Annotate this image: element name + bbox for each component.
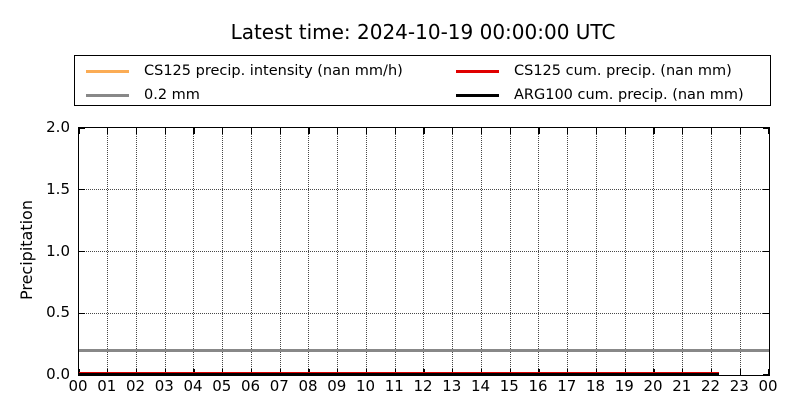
x-tick-label: 16 (528, 377, 548, 395)
x-tick-mark (365, 128, 368, 134)
x-tick-label: 09 (327, 377, 347, 395)
x-tick-mark (739, 128, 741, 134)
x-tick-label: 04 (183, 377, 203, 395)
chart-title: Latest time: 2024-10-19 00:00:00 UTC (230, 20, 616, 44)
x-tick-label: 00 (68, 377, 88, 395)
x-tick-mark (509, 128, 511, 134)
x-tick-label: 06 (240, 377, 261, 395)
x-tick-label: 02 (125, 377, 146, 395)
x-tick-label: 01 (97, 377, 117, 395)
y-tick-label: 2.0 (46, 118, 70, 136)
y-tick-mark (763, 374, 769, 376)
x-tick-label: 21 (672, 377, 692, 395)
x-tick-label: 05 (212, 377, 232, 395)
y-tick-mark (763, 189, 769, 191)
x-tick-mark (164, 128, 166, 134)
x-tick-mark (193, 128, 195, 134)
legend-line-sample-black-icon (456, 93, 499, 97)
x-tick-label: 12 (413, 377, 433, 395)
legend-item-cs125-intensity: CS125 precip. intensity (nan mm/h) (86, 59, 403, 83)
x-tick-mark (423, 128, 425, 134)
x-tick-label: 15 (499, 377, 519, 395)
x-tick-label: 23 (729, 377, 749, 395)
gridline-horizontal (79, 312, 769, 314)
x-tick-label: 20 (643, 377, 663, 395)
x-tick-label: 00 (758, 377, 778, 395)
series-line-arg100-cum-precip-nan-mm- (79, 373, 719, 376)
y-tick-label: 0.5 (46, 303, 70, 322)
x-tick-mark (768, 128, 770, 134)
y-tick-mark (763, 312, 769, 314)
x-tick-label: 10 (355, 377, 376, 395)
y-tick-mark (763, 127, 769, 129)
gridline-horizontal (79, 189, 769, 190)
x-tick-mark (135, 128, 138, 134)
x-tick-mark (480, 128, 483, 134)
y-tick-label: 1.5 (46, 179, 70, 198)
legend-item-threshold-02mm: 0.2 mm (86, 83, 200, 107)
legend: CS125 precip. intensity (nan mm/h) 0.2 m… (74, 55, 771, 106)
legend-item-label: ARG100 cum. precip. (nan mm) (514, 87, 744, 103)
x-tick-label: 03 (154, 377, 174, 395)
x-tick-label: 07 (269, 377, 289, 395)
y-tick-label: 1.0 (46, 241, 70, 260)
x-tick-mark (250, 128, 253, 134)
x-tick-mark (394, 128, 396, 134)
x-tick-mark (337, 128, 339, 134)
x-tick-mark (452, 128, 454, 134)
y-tick-mark (79, 250, 85, 253)
x-tick-mark (222, 128, 224, 134)
x-tick-mark (279, 128, 281, 134)
x-tick-mark (624, 128, 626, 134)
x-tick-mark (78, 128, 80, 134)
x-tick-label: 18 (585, 377, 606, 395)
legend-line-sample-red-icon (456, 69, 499, 73)
x-tick-label: 19 (614, 377, 634, 395)
legend-item-label: CS125 precip. intensity (nan mm/h) (144, 63, 403, 79)
x-tick-label: 22 (700, 377, 721, 395)
y-tick-mark (79, 189, 85, 191)
y-tick-mark (79, 127, 85, 129)
legend-item-cs125-cum-precip: CS125 cum. precip. (nan mm) (456, 59, 732, 83)
y-tick-mark (763, 250, 769, 253)
x-tick-label: 13 (442, 377, 462, 395)
x-tick-mark (107, 128, 109, 134)
series-line-0-2-mm (79, 348, 769, 352)
y-tick-label: 0.0 (46, 365, 70, 383)
legend-item-arg100-cum-precip: ARG100 cum. precip. (nan mm) (456, 83, 744, 107)
plot-area (78, 127, 770, 376)
x-tick-mark (567, 128, 569, 134)
x-tick-label: 08 (298, 377, 318, 395)
x-tick-mark (538, 128, 540, 134)
x-tick-mark (710, 128, 713, 134)
gridline-horizontal (79, 250, 769, 252)
x-tick-label: 11 (384, 377, 404, 395)
x-tick-mark (739, 369, 741, 375)
x-tick-label: 14 (470, 377, 491, 395)
x-tick-mark (308, 128, 310, 134)
x-tick-mark (653, 128, 655, 134)
x-tick-mark (595, 128, 598, 134)
legend-item-label: CS125 cum. precip. (nan mm) (514, 63, 732, 79)
legend-line-sample-gray-icon (86, 93, 129, 97)
x-tick-mark (768, 369, 770, 375)
legend-line-sample-orange-icon (86, 69, 129, 73)
legend-item-label: 0.2 mm (144, 87, 200, 103)
x-tick-mark (682, 128, 684, 134)
y-tick-mark (79, 312, 85, 314)
x-tick-label: 17 (557, 377, 577, 395)
